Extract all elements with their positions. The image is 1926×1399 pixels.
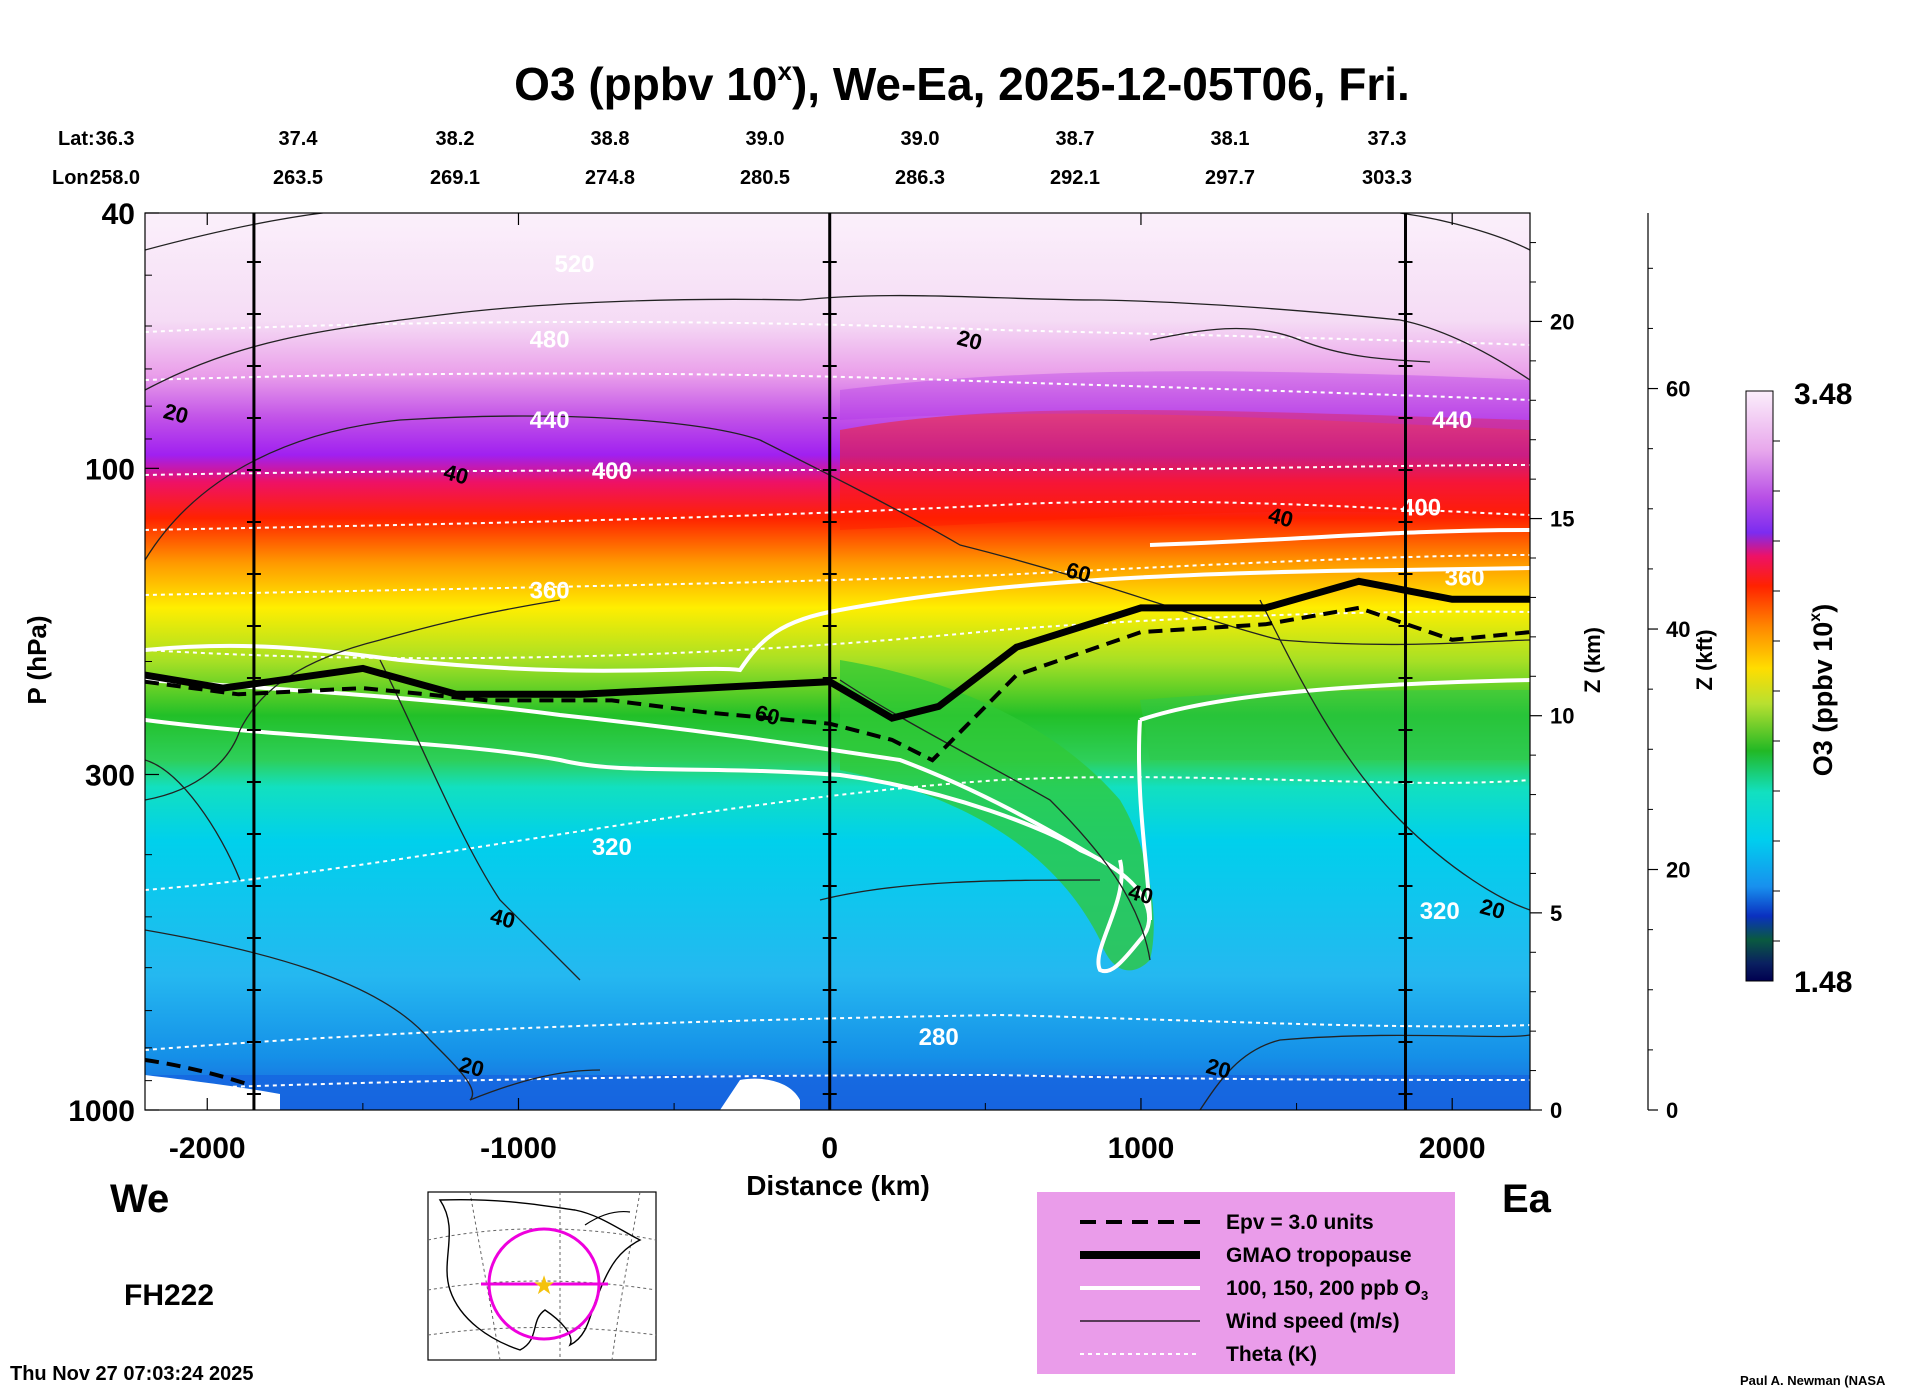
z-km-tick-label: 0 [1550,1098,1562,1123]
theta-contour-label: 320 [1420,898,1460,925]
lat-value: 38.7 [1056,128,1095,150]
legend-epv-label: Epv = 3.0 units [1226,1211,1374,1234]
theta-contour-label: 320 [592,834,632,861]
z-km-tick-label: 10 [1550,704,1574,729]
x-axis-title: Distance (km) [746,1170,930,1201]
colorbar-max-label: 3.48 [1794,378,1852,411]
legend-wind-label: Wind speed (m/s) [1226,1310,1400,1333]
inset-map: ★ [427,1191,657,1361]
x-tick-label: 1000 [1108,1132,1175,1165]
credit: Paul A. Newman (NASA [1740,1373,1886,1388]
y-axis-title: P (hPa) [22,615,52,704]
theta-contour-label: 440 [1432,407,1472,434]
legend: Epv = 3.0 units GMAO tropopause 100, 150… [1037,1192,1455,1374]
lon-value: 274.8 [585,167,635,189]
legend-theta-label: Theta (K) [1226,1343,1317,1366]
p-tick-label: 100 [85,453,135,486]
lat-value: 38.8 [591,128,630,150]
colorbar-min-label: 1.48 [1794,966,1852,999]
theta-contour-label: 440 [530,407,570,434]
forecast-hour-label: FH222 [124,1279,214,1312]
lat-value: 38.2 [436,128,475,150]
timestamp: Thu Nov 27 07:03:24 2025 [10,1363,253,1385]
ozone-green-east [1140,690,1530,760]
z-km-tick-label: 15 [1550,507,1574,532]
z-km-axis-title: Z (km) [1580,627,1605,693]
p-tick-label: 300 [85,759,135,792]
colorbar-title: O3 (ppbv 10x) [1807,604,1838,776]
z-kft-tick-label: 60 [1666,377,1690,402]
epv-surface [145,1058,251,1087]
ozone-field [145,213,1530,1110]
theta-contour-label: 480 [530,327,570,354]
lon-value: 263.5 [273,167,323,189]
legend-tropopause-label: GMAO tropopause [1226,1244,1412,1267]
p-tick-label: 40 [102,198,135,231]
lon-value: 297.7 [1205,167,1255,189]
east-label: Ea [1502,1177,1552,1221]
lon-value: 286.3 [895,167,945,189]
colorbar: 3.48 1.48 O3 (ppbv 10x) [1745,378,1852,999]
star-icon: ★ [532,1270,555,1300]
x-tick-label: 0 [821,1132,838,1165]
ozone-surface-patches [145,1075,1530,1110]
z-km-tick-label: 5 [1550,901,1562,926]
lon-value: 292.1 [1050,167,1100,189]
ozone-surface-white [145,1075,800,1110]
z-kft-axis-title: Z (kft) [1692,629,1717,690]
plot-area: 5204804404003603202804404003603202040204… [145,213,1530,1110]
lat-value: 39.0 [901,128,940,150]
axes: -2000 -1000 0 1000 2000100030010040051015200… [68,198,1690,1165]
ozone-red-band-east [840,410,1530,530]
z-kft-tick-label: 40 [1666,617,1690,642]
vertical-markers [246,213,1413,1110]
lon-value: 303.3 [1362,167,1412,189]
theta-contours [145,320,1530,1091]
chart-title: O3 (ppbv 10x), We-Ea, 2025-12-05T06, Fri… [514,56,1410,110]
colorbar-ramp [1745,390,1774,982]
lat-value: 39.0 [746,128,785,150]
x-tick-label: -2000 [169,1132,246,1165]
lon-value: 269.1 [430,167,480,189]
lat-value: 36.3 [96,128,135,150]
lat-value: 37.3 [1368,128,1407,150]
x-tick-label: 2000 [1419,1132,1486,1165]
p-tick-label: 1000 [68,1095,135,1128]
ozone-green-intrusion [840,660,1154,971]
lon-row-label: Lon: [52,167,95,189]
tropopause-line [145,577,1530,722]
ozone-purple-band-east [840,371,1530,430]
epv-line [145,605,1530,763]
z-kft-tick-label: 0 [1666,1098,1678,1123]
z-kft-tick-label: 20 [1666,858,1690,883]
theta-contour-label: 400 [592,458,632,485]
lat-value: 38.1 [1211,128,1250,150]
z-km-tick-label: 20 [1550,309,1574,334]
wind-speed-contours [145,213,1530,1110]
theta-contour-label: 360 [1445,565,1485,592]
legend-ozone-label: 100, 150, 200 ppb O3 [1226,1277,1428,1303]
colorbar-ticks [1773,440,1780,942]
theta-contour-label: 280 [919,1024,959,1051]
x-tick-label: -1000 [480,1132,557,1165]
theta-contour-label: 520 [554,251,594,278]
lon-value: 280.5 [740,167,790,189]
west-label: We [110,1177,169,1221]
ozone-contours [145,528,1530,974]
theta-contour-label: 400 [1401,494,1441,521]
theta-contour-label: 360 [530,577,570,604]
lat-lon-labels: 36.3 37.4 38.2 38.8 39.0 39.0 38.7 38.1 37.3 258.… [90,128,1412,189]
lon-value: 258.0 [90,167,140,189]
lat-value: 37.4 [279,128,319,150]
lat-row-label: Lat: [58,128,95,150]
